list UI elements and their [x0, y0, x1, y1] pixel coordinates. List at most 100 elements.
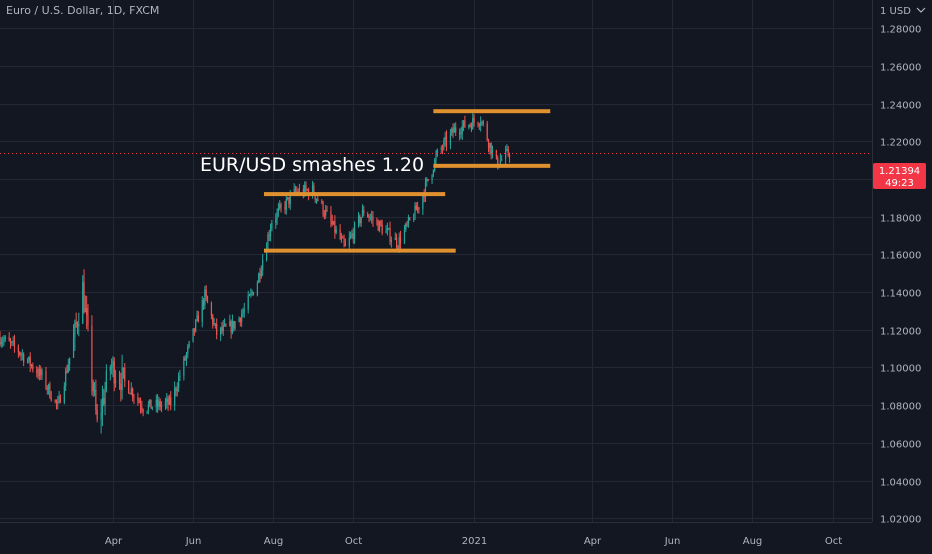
candle-body [104, 389, 106, 405]
candle-body [84, 308, 86, 312]
candle-body [294, 188, 297, 192]
chart-annotation[interactable]: EUR/USD smashes 1.20 [200, 154, 424, 176]
candle-body [230, 321, 232, 333]
candle-body [396, 237, 398, 248]
candle-body [298, 189, 301, 194]
candle-body [13, 341, 16, 347]
candle-body [238, 317, 240, 322]
candle-body [139, 402, 142, 407]
candle-body [242, 312, 244, 315]
candle-body [360, 217, 362, 224]
candle-body [331, 221, 333, 225]
candle-body [507, 148, 509, 156]
candle-body [168, 397, 171, 405]
candle-body [285, 198, 287, 210]
candle-body [65, 370, 67, 387]
candle-body [0, 337, 1, 345]
candle-body [100, 413, 102, 420]
candle-body [187, 346, 189, 354]
candle-body [501, 159, 503, 161]
candle-body [279, 204, 281, 209]
candle-body [426, 178, 428, 182]
candle-body [265, 249, 268, 261]
candle-body [40, 369, 42, 376]
y-tick-label: 1.26000 [880, 63, 921, 74]
candle-body [105, 371, 107, 390]
candle-body [74, 322, 76, 338]
candle-body [422, 195, 424, 210]
candle-body [150, 399, 152, 409]
candle-body [259, 273, 261, 277]
candle-body [133, 396, 135, 398]
candle-body [36, 369, 38, 374]
candle-body [361, 209, 364, 218]
candle-body [137, 397, 139, 401]
candle-body [72, 337, 75, 358]
candle-body [449, 132, 452, 145]
candle-body [120, 383, 122, 390]
candle-body [403, 229, 406, 244]
candle-body [363, 209, 365, 214]
candle-body [280, 204, 282, 207]
time-axis[interactable]: Apr Jun Aug Oct 2021 Apr Jun Aug Oct [105, 536, 842, 547]
candle-body [385, 230, 387, 234]
candle-body [351, 233, 353, 236]
x-tick-label: Oct [825, 536, 842, 547]
candle-body [29, 356, 31, 366]
candle-body [174, 387, 176, 406]
candle-body [398, 237, 400, 249]
currency-label[interactable]: 1 USD [880, 6, 911, 17]
candle-body [451, 128, 453, 133]
candle-body [491, 150, 494, 155]
candle-body [251, 292, 253, 294]
candle-body [178, 377, 180, 389]
candle-body [221, 327, 223, 332]
candle-body [222, 325, 224, 332]
candle-body [179, 375, 181, 378]
candle-body [409, 217, 411, 220]
candle-body [368, 217, 370, 219]
currency-selector[interactable]: 1 USD [880, 6, 926, 17]
candle-body [129, 393, 131, 395]
candle-body [197, 315, 199, 323]
candle-body [371, 216, 373, 218]
price-axis[interactable]: 1.02000 1.04000 1.06000 1.08000 1.10000 1.120… [880, 25, 921, 526]
candle-body [462, 120, 465, 126]
candles[interactable] [0, 112, 511, 434]
candle-body [231, 320, 234, 333]
candle-body [311, 185, 314, 196]
y-tick-label: 1.22000 [880, 138, 921, 149]
candle-body [490, 142, 492, 155]
x-tick-label: Apr [105, 536, 123, 547]
candle-body [28, 356, 30, 361]
candle-body [220, 327, 222, 335]
candle-body [175, 387, 177, 392]
candle-body [247, 295, 249, 310]
level-line [263, 248, 456, 253]
candle-body [477, 122, 479, 125]
symbol-title: Euro / U.S. Dollar, 1D, FXCM [6, 4, 159, 17]
candle-body [487, 140, 490, 149]
candle-body [284, 206, 286, 210]
candle-body [55, 400, 58, 404]
candle-body [193, 328, 195, 332]
price-tag-background [873, 163, 926, 189]
candle-body [288, 197, 290, 205]
candle-body [252, 292, 255, 295]
candle-body [118, 380, 121, 384]
y-tick-label: 1.24000 [880, 101, 921, 112]
candle-body [32, 364, 34, 370]
candle-body [314, 194, 316, 200]
candle-body [37, 373, 39, 377]
chevron-down-icon[interactable] [916, 7, 926, 13]
candle-body [473, 118, 475, 123]
candle-body [87, 315, 89, 326]
support-resistance-lines[interactable] [263, 109, 551, 253]
candle-body [377, 221, 379, 231]
candle-body [372, 216, 374, 221]
candle-body [212, 315, 214, 325]
candle-body [334, 221, 336, 233]
candle-body [206, 296, 209, 303]
